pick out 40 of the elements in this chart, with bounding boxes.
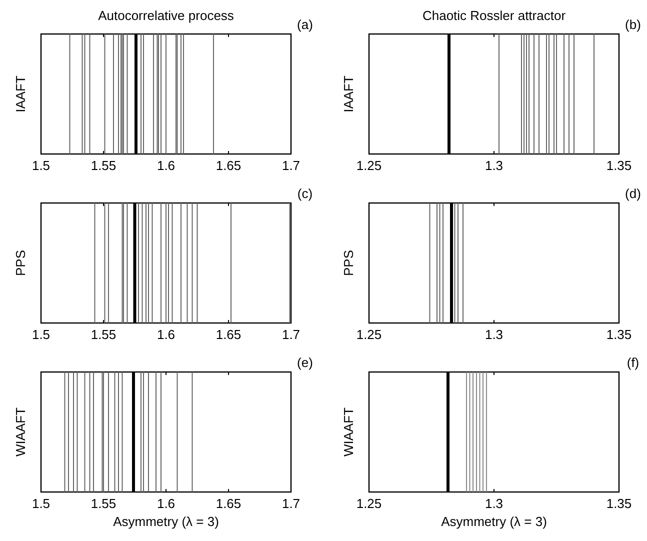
x-axis-title: Asymmetry (λ = 3) xyxy=(441,514,547,529)
x-tick-label: 1.25 xyxy=(356,496,382,511)
text: (c) xyxy=(297,186,313,201)
text: (b) xyxy=(625,17,641,32)
x-tick-label: 1.35 xyxy=(606,496,632,511)
x-tick-label: 1.5 xyxy=(32,327,50,342)
x-tick-label: 1.35 xyxy=(606,158,632,173)
text: (d) xyxy=(625,186,641,201)
x-axis-title: Asymmetry (λ = 3) xyxy=(113,514,219,529)
text: (e) xyxy=(297,355,313,370)
x-tick-label: 1.55 xyxy=(90,496,116,511)
text: (a) xyxy=(297,17,313,32)
x-tick-label: 1.55 xyxy=(90,158,116,173)
x-tick-label: 1.65 xyxy=(216,496,242,511)
x-tick-label: 1.5 xyxy=(32,158,50,173)
chart-title: Autocorrelative process xyxy=(98,8,234,23)
y-axis-title: WIAAFT xyxy=(341,407,356,457)
text: (f) xyxy=(626,355,640,370)
y-axis-title: WIAAFT xyxy=(13,407,28,457)
y-axis-title: IAAFT xyxy=(341,76,356,112)
x-tick-label: 1.65 xyxy=(216,327,242,342)
x-tick-label: 1.25 xyxy=(356,158,382,173)
x-tick-label: 1.65 xyxy=(216,158,242,173)
x-tick-label: 1.55 xyxy=(90,327,116,342)
x-tick-label: 1.3 xyxy=(484,158,504,173)
x-tick-label: 1.7 xyxy=(282,158,300,173)
x-tick-label: 1.7 xyxy=(282,327,300,342)
x-tick-label: 1.25 xyxy=(356,327,382,342)
y-axis-title: PPS xyxy=(13,250,28,276)
y-axis-title: PPS xyxy=(341,250,356,276)
x-tick-label: 1.3 xyxy=(484,327,504,342)
x-tick-label: 1.6 xyxy=(156,158,176,173)
x-tick-label: 1.6 xyxy=(156,496,176,511)
x-tick-label: 1.7 xyxy=(282,496,300,511)
y-axis-title: IAAFT xyxy=(13,76,28,112)
x-tick-label: 1.6 xyxy=(156,327,176,342)
x-tick-label: 1.35 xyxy=(606,327,632,342)
chart-title: Chaotic Rossler attractor xyxy=(422,8,566,23)
x-tick-label: 1.3 xyxy=(484,496,504,511)
x-tick-label: 1.5 xyxy=(32,496,50,511)
